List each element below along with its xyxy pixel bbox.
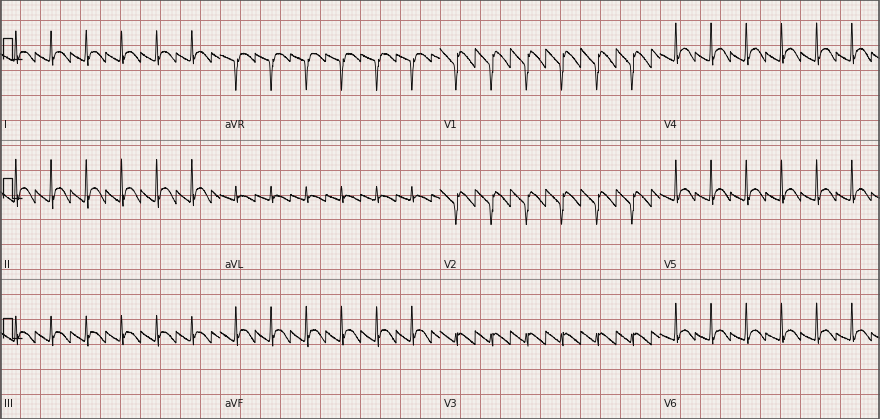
- Text: V5: V5: [664, 260, 678, 270]
- Text: V1: V1: [444, 120, 458, 130]
- Text: II: II: [4, 260, 11, 270]
- Text: V6: V6: [664, 399, 678, 409]
- Text: aVF: aVF: [224, 399, 244, 409]
- Text: aVL: aVL: [224, 260, 244, 270]
- Text: aVR: aVR: [224, 120, 245, 130]
- Text: I: I: [4, 120, 7, 130]
- Text: V4: V4: [664, 120, 678, 130]
- Text: III: III: [4, 399, 13, 409]
- Text: V3: V3: [444, 399, 458, 409]
- Text: V2: V2: [444, 260, 458, 270]
